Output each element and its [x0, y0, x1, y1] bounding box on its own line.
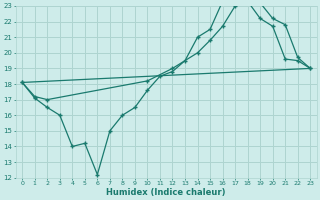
X-axis label: Humidex (Indice chaleur): Humidex (Indice chaleur): [107, 188, 226, 197]
